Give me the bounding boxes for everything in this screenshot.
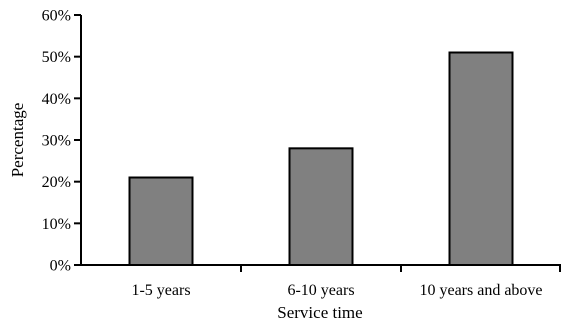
y-tick-label: 50% bbox=[42, 49, 71, 66]
y-ticks-group: 0% 10% 20% 30% 40% 50% 60% bbox=[42, 8, 81, 275]
bars-group bbox=[128, 51, 514, 266]
y-tick-label: 10% bbox=[42, 216, 71, 233]
y-tick-label: 0% bbox=[50, 258, 71, 275]
x-category-label: 6-10 years bbox=[287, 282, 354, 299]
x-category-label: 10 years and above bbox=[419, 282, 542, 299]
y-tick-label: 30% bbox=[42, 133, 71, 150]
x-ticks-group: 1-5 years 6-10 years 10 years and above bbox=[131, 265, 561, 299]
y-tick-label: 20% bbox=[42, 174, 71, 191]
bar-1 bbox=[128, 176, 194, 266]
y-tick-label: 40% bbox=[42, 91, 71, 108]
x-axis-title: Service time bbox=[277, 303, 362, 322]
y-tick-label: 60% bbox=[42, 8, 71, 25]
bar-3 bbox=[448, 51, 514, 266]
y-axis-title: Percentage bbox=[8, 103, 27, 178]
bar-2 bbox=[288, 147, 354, 266]
x-category-label: 1-5 years bbox=[131, 282, 190, 299]
